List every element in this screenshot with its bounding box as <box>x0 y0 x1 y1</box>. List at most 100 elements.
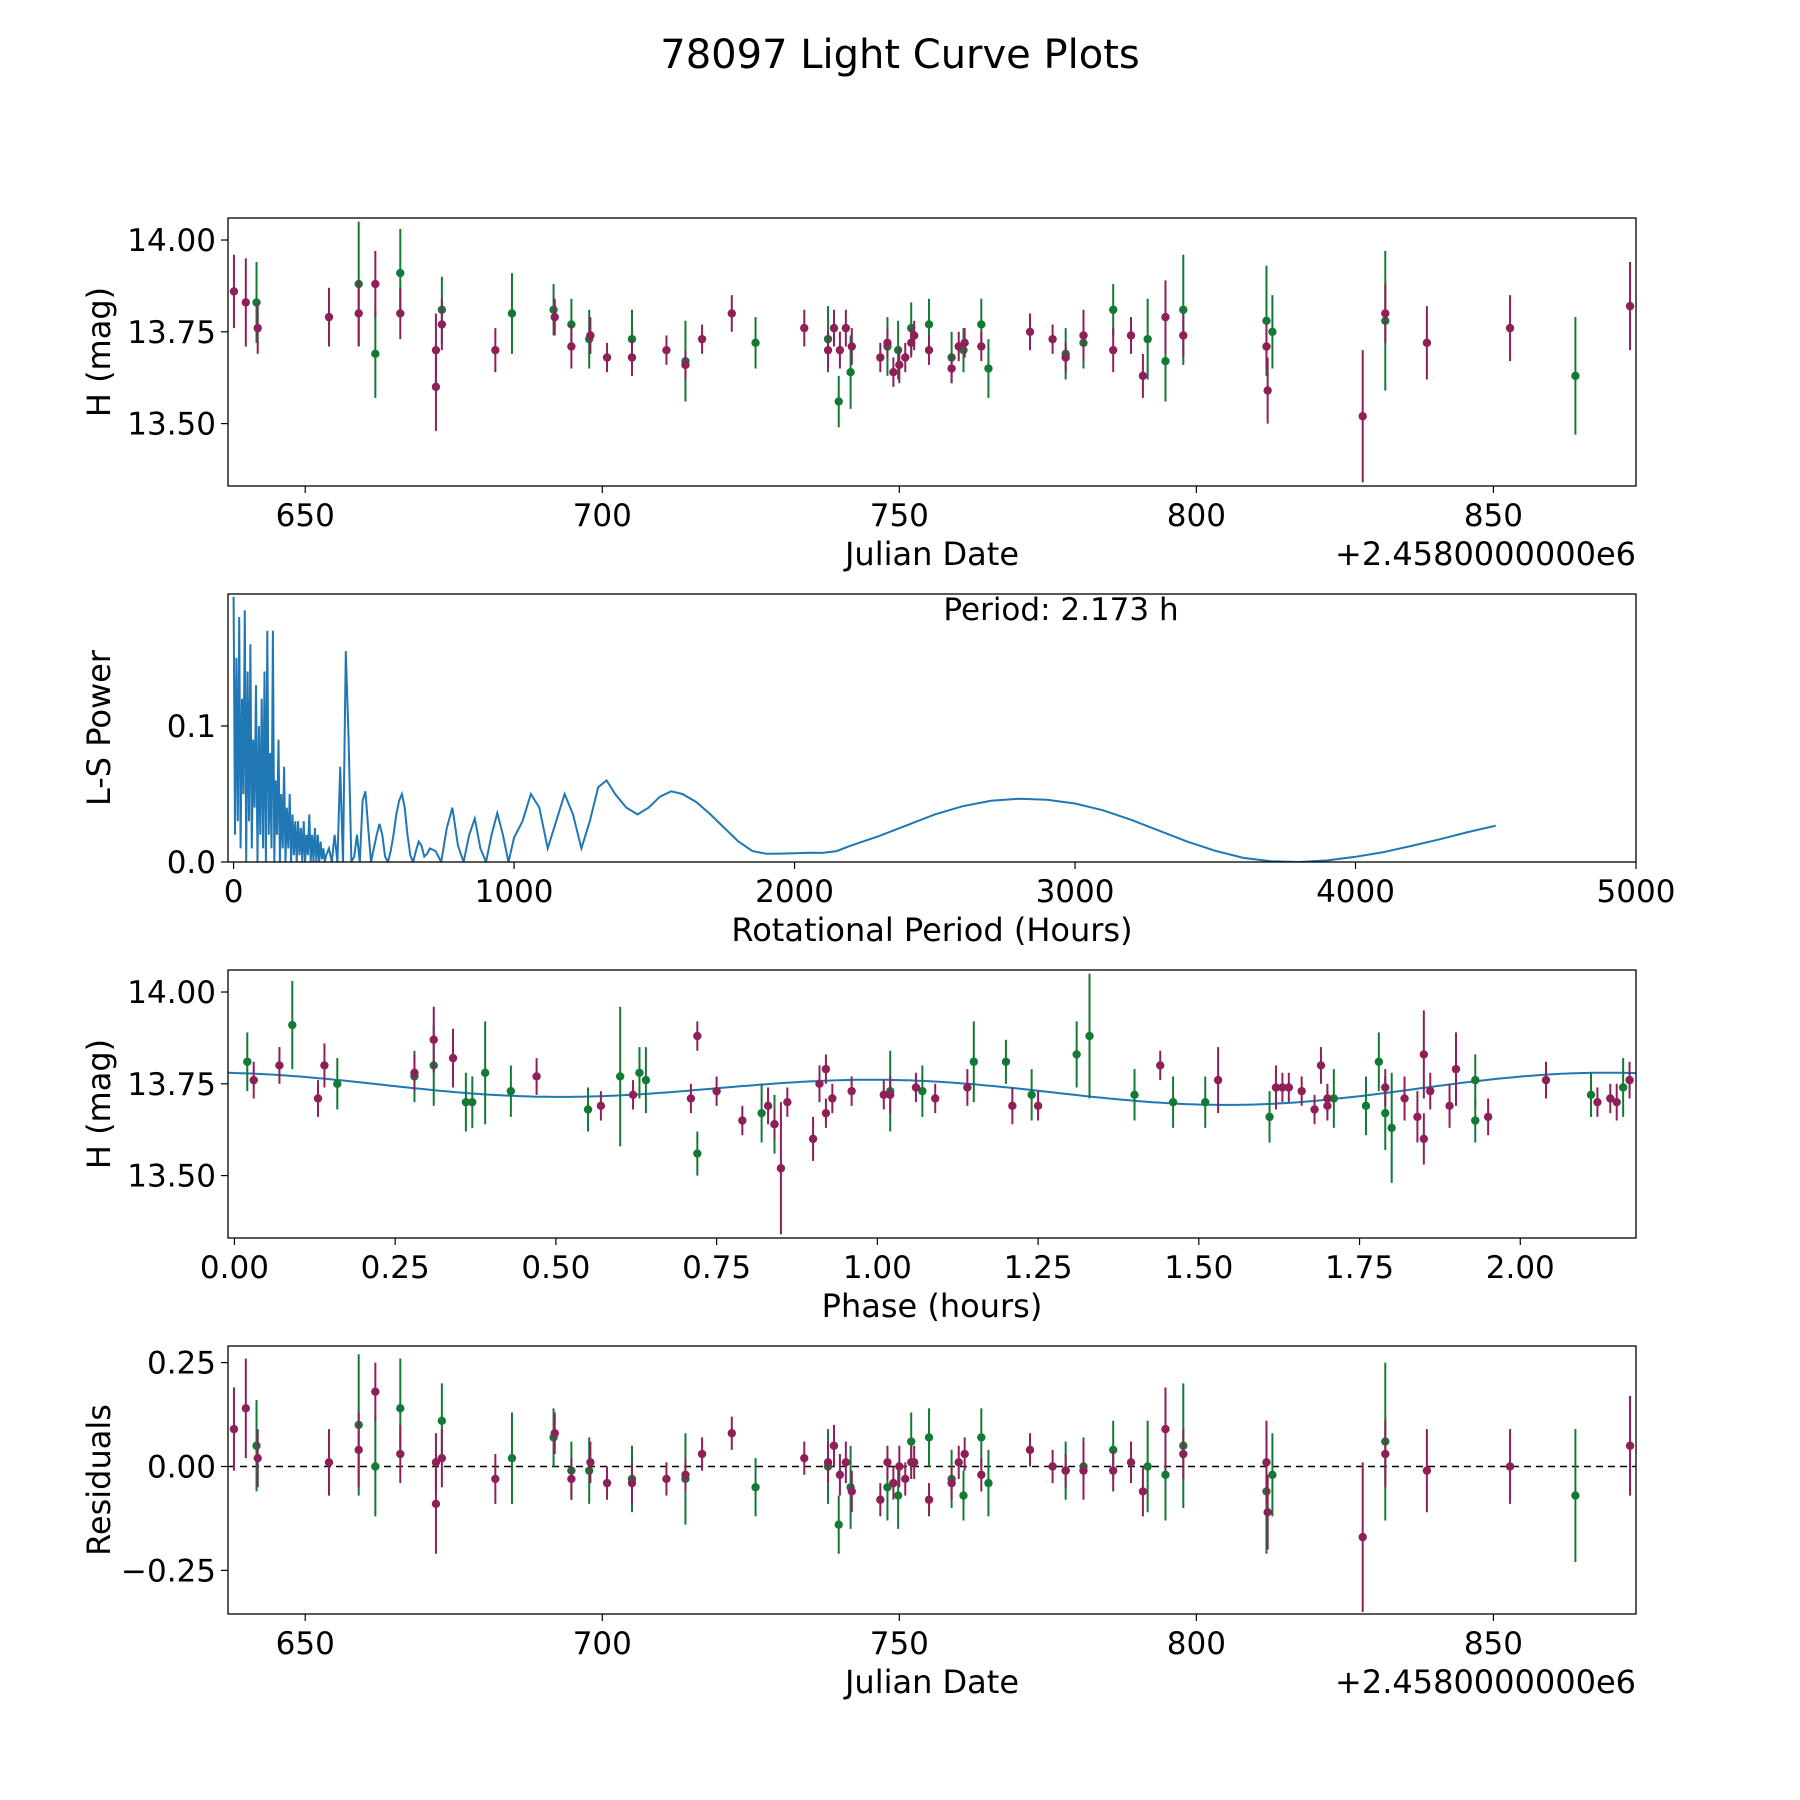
data-point <box>1201 1097 1210 1107</box>
data-point <box>808 1134 818 1144</box>
data-point <box>1593 1097 1602 1107</box>
data-point <box>324 1458 334 1467</box>
data-point <box>1262 316 1271 325</box>
data-point <box>1138 1487 1148 1496</box>
data-point <box>947 364 956 373</box>
data-point <box>1161 356 1170 366</box>
x-tick-label: 850 <box>1464 1626 1523 1662</box>
data-point <box>371 1387 380 1396</box>
data-point <box>1278 1083 1287 1092</box>
data-point <box>977 1470 986 1480</box>
data-point <box>1027 1090 1036 1100</box>
data-point <box>1072 1050 1081 1059</box>
data-point <box>907 1437 916 1446</box>
y-axis-label: L-S Power <box>80 649 118 806</box>
data-point <box>431 382 441 392</box>
series-filter-1 <box>252 1354 1580 1563</box>
data-point <box>693 1149 702 1158</box>
data-point <box>963 1083 972 1092</box>
data-point <box>911 1083 921 1092</box>
lightcurve-panel: 650 700 750 800 850 13.50 13.75 14.00 Julian Dat… <box>80 217 1637 573</box>
data-point <box>841 323 851 333</box>
figure-title: 78097 Light Curve Plots <box>660 32 1139 78</box>
data-point <box>354 309 363 318</box>
data-point <box>1161 1470 1170 1480</box>
data-point <box>324 312 334 322</box>
data-point <box>1625 301 1635 311</box>
data-point <box>662 1474 671 1484</box>
data-point <box>371 279 380 289</box>
x-tick-label: 0.25 <box>361 1250 430 1286</box>
plot-area <box>232 596 1497 862</box>
axes-frame <box>227 593 1637 863</box>
data-point <box>1400 1094 1409 1103</box>
data-point <box>1625 1441 1635 1450</box>
data-point <box>1329 1094 1339 1103</box>
data-point <box>751 1483 760 1492</box>
x-tick-label: 1.75 <box>1325 1250 1394 1286</box>
data-point <box>783 1097 792 1107</box>
data-point <box>1426 1086 1435 1096</box>
data-point <box>969 1057 978 1066</box>
x-axis-label: Julian Date <box>843 1663 1019 1701</box>
data-point <box>815 1079 824 1089</box>
data-point <box>697 334 707 344</box>
data-point <box>1381 1108 1390 1118</box>
x-tick-label: 700 <box>573 1626 632 1662</box>
periodogram-panel: 0 1000 2000 3000 4000 5000 0.0 0.1 Rotational Pe… <box>80 592 1675 949</box>
data-point <box>889 367 898 377</box>
data-point <box>507 309 517 318</box>
data-point <box>252 1441 261 1450</box>
data-point <box>1079 1466 1088 1475</box>
y-tick-label: 13.50 <box>127 407 216 443</box>
data-point <box>800 1453 809 1463</box>
data-point <box>507 1453 517 1463</box>
data-point <box>602 1478 612 1488</box>
data-point <box>901 353 910 362</box>
data-point <box>1085 1031 1094 1041</box>
data-point <box>909 331 919 340</box>
data-point <box>1413 1112 1422 1122</box>
data-point <box>960 338 969 348</box>
x-tick-label: 800 <box>1167 1626 1226 1662</box>
x-tick-label: 0 <box>224 874 244 910</box>
data-point <box>829 1441 839 1450</box>
data-point <box>776 1164 786 1173</box>
data-point <box>229 1424 239 1434</box>
data-point <box>1471 1116 1480 1125</box>
data-point <box>712 1086 721 1096</box>
data-point <box>1265 1112 1274 1122</box>
data-point <box>681 1470 690 1480</box>
data-point <box>947 1478 956 1488</box>
data-point <box>1001 1057 1011 1066</box>
data-point <box>1268 1470 1277 1480</box>
data-point <box>876 353 885 362</box>
data-point <box>1358 412 1367 421</box>
data-point <box>1061 353 1070 362</box>
data-point <box>1213 1075 1223 1085</box>
data-point <box>1168 1097 1178 1107</box>
data-point <box>567 1474 576 1484</box>
x-tick-label: 750 <box>870 1626 929 1662</box>
data-point <box>1108 345 1118 355</box>
data-point <box>924 345 934 355</box>
data-point <box>1381 1083 1390 1092</box>
data-point <box>550 1429 559 1438</box>
x-tick-label: 1000 <box>475 874 554 910</box>
data-point <box>757 1108 766 1118</box>
data-point <box>834 1520 843 1529</box>
data-point <box>431 1499 441 1509</box>
data-point <box>883 338 892 348</box>
data-point <box>586 1458 595 1467</box>
data-point <box>697 1449 707 1459</box>
x-offset-label: +2.4580000000e6 <box>1335 535 1636 573</box>
data-point <box>1612 1097 1621 1107</box>
x-tick-label: 700 <box>573 498 632 534</box>
data-point <box>252 298 261 307</box>
data-point <box>847 1487 856 1496</box>
axes-frame <box>227 969 1637 1239</box>
data-point <box>635 1068 644 1077</box>
data-point <box>1323 1094 1332 1103</box>
data-point <box>491 345 500 355</box>
data-point <box>396 1449 405 1459</box>
